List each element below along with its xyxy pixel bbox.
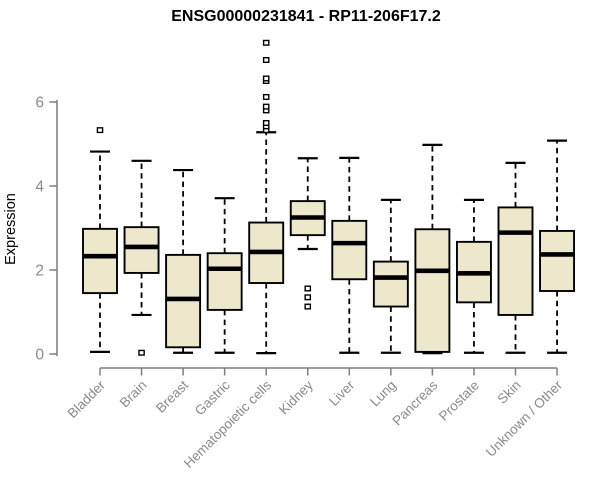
- y-tick-label: 2: [35, 263, 44, 280]
- outlier-point: [96, 127, 104, 134]
- iqr-box: [372, 260, 409, 308]
- x-category-label-lung: Lung: [367, 378, 399, 410]
- iqr-box: [206, 252, 243, 311]
- iqr-box: [82, 227, 118, 295]
- x-category-label-breast: Breast: [153, 377, 191, 415]
- outlier-point: [262, 57, 270, 64]
- box-brain: [123, 159, 160, 356]
- x-category-label-liver: Liver: [326, 377, 358, 409]
- box-pancreas: [414, 143, 451, 355]
- y-axis-title: Expression: [3, 193, 19, 265]
- outlier-point: [138, 349, 145, 356]
- iqr-box: [123, 226, 160, 274]
- x-category-label-kidney: Kidney: [276, 377, 316, 417]
- x-category-label-skin: Skin: [494, 378, 523, 407]
- outlier-point: [304, 303, 312, 310]
- box-unknown-other: [539, 139, 575, 354]
- outlier-point: [262, 103, 270, 110]
- outlier-point: [304, 294, 312, 301]
- box-gastric: [206, 197, 243, 354]
- x-category-label-bladder: Bladder: [65, 377, 109, 421]
- box-bladder: [82, 127, 118, 353]
- iqr-box: [539, 229, 575, 292]
- x-category-label-brain: Brain: [117, 378, 150, 411]
- y-tick-label: 0: [35, 347, 44, 364]
- outlier-point: [262, 93, 270, 100]
- boxes: [82, 39, 575, 356]
- box-liver: [331, 156, 368, 354]
- box-prostate: [456, 198, 492, 354]
- box-hematopoietic-cells: [248, 39, 285, 355]
- outlier-point: [262, 119, 270, 126]
- iqr-box: [414, 228, 451, 353]
- x-category-label-gastric: Gastric: [192, 377, 233, 418]
- iqr-box: [331, 219, 368, 281]
- outlier-point: [304, 285, 312, 292]
- box-skin: [497, 161, 534, 354]
- chart-title: ENSG00000231841 - RP11-206F17.2: [171, 8, 441, 25]
- box-breast: [165, 168, 202, 354]
- box-kidney: [289, 157, 326, 310]
- x-category-label-prostate: Prostate: [436, 378, 482, 424]
- y-tick-label: 6: [35, 95, 44, 112]
- outlier-point: [262, 75, 270, 82]
- iqr-box: [497, 206, 534, 316]
- x-category-label-unknown-other: Unknown / Other: [483, 377, 566, 460]
- outlier-point: [262, 39, 270, 46]
- box-lung: [372, 198, 409, 354]
- x-category-label-pancreas: Pancreas: [390, 377, 441, 428]
- y-tick-label: 4: [35, 179, 44, 196]
